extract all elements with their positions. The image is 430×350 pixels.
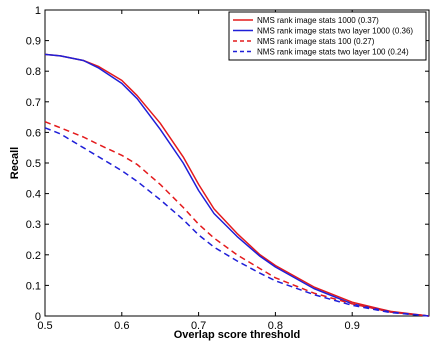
legend-label: NMS rank image stats two layer 100 (0.24… (257, 48, 409, 57)
series-line-4 (44, 127, 430, 317)
y-tick-label: 0.4 (26, 189, 41, 201)
y-tick-label: 0.7 (26, 97, 41, 109)
y-tick-label: 0.8 (26, 66, 41, 78)
legend-box (228, 11, 427, 61)
y-tick-label: 0.1 (26, 280, 41, 292)
legend-label: NMS rank image stats 100 (0.27) (257, 37, 375, 46)
legend-label: NMS rank image stats 1000 (0.37) (257, 16, 379, 25)
x-tick-label: 0.5 (37, 320, 52, 332)
x-tick-label: 0.9 (345, 320, 360, 332)
x-tick-label: 0.8 (268, 320, 283, 332)
x-tick-label: 0.6 (114, 320, 129, 332)
legend: NMS rank image stats 1000 (0.37) NMS rank… (228, 11, 427, 61)
y-tick-label: 0.6 (26, 127, 41, 139)
y-tick-label: 0 (35, 311, 41, 323)
y-tick-label: 0.2 (26, 250, 41, 262)
x-axis: 0.5 0.6 0.7 0.8 0.9 (37, 10, 360, 332)
series-line-2 (44, 53, 430, 317)
x-axis-title: Overlap score threshold (174, 329, 301, 341)
y-tick-label: 1 (35, 5, 41, 17)
legend-label: NMS rank image stats two layer 1000 (0.3… (257, 27, 413, 36)
y-tick-label: 0.9 (26, 36, 41, 48)
y-tick-label: 0.5 (26, 158, 41, 170)
series-line-1 (44, 53, 430, 317)
series-lines (44, 53, 430, 317)
y-axis: 0 0.1 0.2 0.3 0.4 0.5 0.6 0.7 0.8 0.9 1 (26, 5, 429, 323)
y-tick-label: 0.3 (26, 219, 41, 231)
y-axis-title: Recall (9, 147, 21, 179)
x-tick-label: 0.7 (191, 320, 206, 332)
series-line-3 (44, 121, 430, 317)
